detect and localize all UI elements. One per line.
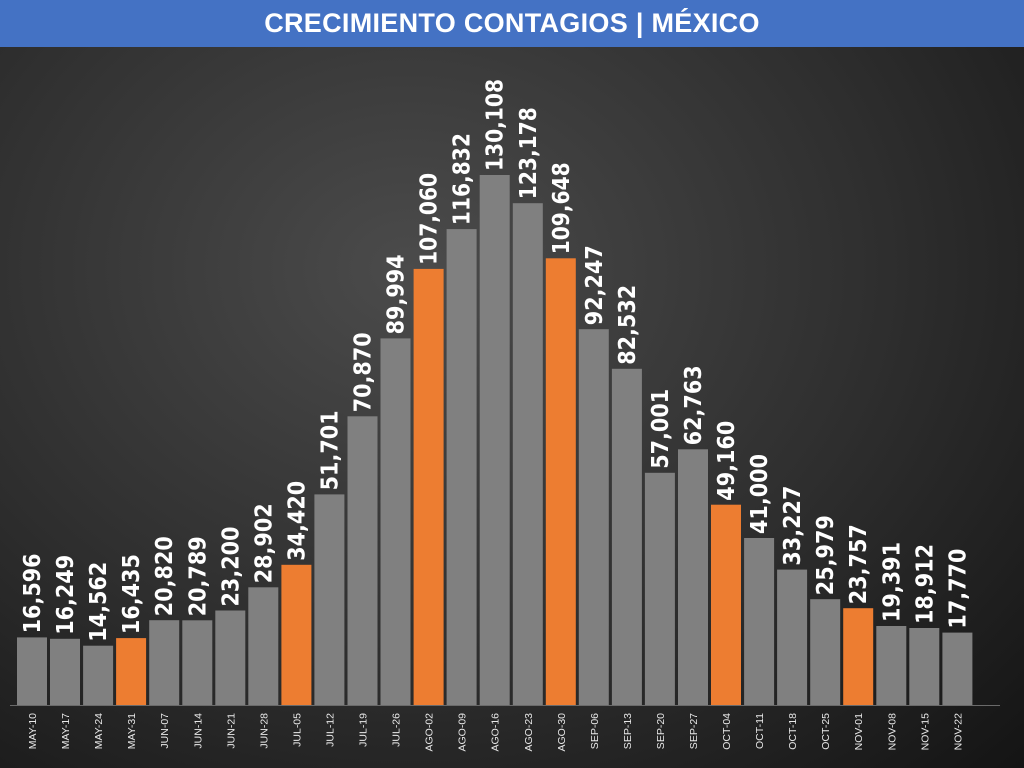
x-tick-sep-20: SEP-20 xyxy=(655,713,667,749)
x-tick-jun-21: JUN-21 xyxy=(225,713,237,749)
bar-jul-12 xyxy=(314,494,345,705)
value-label-ago-09: 116,832 xyxy=(450,133,476,225)
x-tick-jul-19: JUL-19 xyxy=(358,713,370,747)
value-label-ago-23: 123,178 xyxy=(516,107,542,199)
x-tick-oct-25: OCT-25 xyxy=(820,713,832,750)
value-label-nov-08: 19,391 xyxy=(879,542,905,622)
x-tick-ago-30: AGO-30 xyxy=(556,713,568,752)
x-tick-nov-08: NOV-08 xyxy=(886,713,898,751)
value-label-jun-28: 28,902 xyxy=(251,503,277,583)
bar-ago-23 xyxy=(512,203,543,705)
bar-nov-22 xyxy=(942,632,973,705)
bar-may-24 xyxy=(83,645,114,705)
x-tick-nov-01: NOV-01 xyxy=(853,713,865,751)
bar-oct-11 xyxy=(744,538,775,705)
x-tick-oct-11: OCT-11 xyxy=(754,713,766,749)
bar-ago-09 xyxy=(446,229,477,705)
value-label-jun-07: 20,820 xyxy=(152,536,178,616)
value-label-jul-05: 34,420 xyxy=(284,481,310,561)
bar-oct-04 xyxy=(711,504,741,705)
value-label-may-17: 16,249 xyxy=(53,555,79,635)
x-tick-ago-16: AGO-16 xyxy=(490,713,502,752)
bar-may-17 xyxy=(50,638,80,705)
value-label-sep-06: 92,247 xyxy=(582,245,608,325)
bar-nov-01 xyxy=(843,608,874,705)
bar-ago-02 xyxy=(413,268,444,705)
value-label-sep-27: 62,763 xyxy=(681,365,707,445)
bar-sep-27 xyxy=(678,449,708,705)
bar-sep-06 xyxy=(578,329,609,705)
bar-jun-21 xyxy=(215,610,246,705)
value-label-jun-14: 20,789 xyxy=(185,536,211,616)
x-tick-nov-15: NOV-15 xyxy=(919,713,931,751)
value-label-nov-15: 18,912 xyxy=(912,544,938,624)
value-label-may-10: 16,596 xyxy=(20,553,46,633)
x-tick-sep-06: SEP-06 xyxy=(589,713,601,749)
bar-jul-05 xyxy=(281,564,312,705)
x-tick-oct-04: OCT-04 xyxy=(721,713,733,750)
value-label-jul-12: 51,701 xyxy=(317,410,343,490)
bar-jun-07 xyxy=(149,620,180,705)
bar-nov-08 xyxy=(876,626,907,705)
value-label-nov-22: 17,770 xyxy=(945,549,971,629)
bar-jul-26 xyxy=(380,338,411,705)
value-label-ago-16: 130,108 xyxy=(483,79,509,171)
bar-jun-28 xyxy=(248,587,279,705)
x-tick-may-31: MAY-31 xyxy=(126,713,138,749)
bar-may-31 xyxy=(116,638,147,705)
x-tick-jul-12: JUL-12 xyxy=(324,713,336,747)
x-tick-jul-05: JUL-05 xyxy=(291,713,303,747)
bar-jul-19 xyxy=(347,416,378,705)
x-tick-sep-13: SEP-13 xyxy=(622,713,634,749)
bar-ago-16 xyxy=(479,175,510,705)
bar-oct-18 xyxy=(777,569,808,705)
title-bar: CRECIMIENTO CONTAGIOS | MÉXICO xyxy=(0,0,1024,47)
x-tick-jun-28: JUN-28 xyxy=(258,713,270,749)
x-tick-oct-18: OCT-18 xyxy=(787,713,799,750)
value-label-sep-13: 82,532 xyxy=(615,285,641,365)
x-tick-jul-26: JUL-26 xyxy=(391,713,403,747)
value-label-oct-04: 49,160 xyxy=(714,421,740,501)
x-tick-may-17: MAY-17 xyxy=(60,713,72,749)
bar-sep-13 xyxy=(611,368,642,705)
x-tick-jun-14: JUN-14 xyxy=(192,713,204,749)
x-tick-ago-09: AGO-09 xyxy=(457,713,469,752)
value-label-ago-30: 109,648 xyxy=(549,162,575,254)
bars-group xyxy=(17,175,973,705)
bar-may-10 xyxy=(17,637,47,705)
value-label-jul-19: 70,870 xyxy=(351,332,377,412)
value-label-sep-20: 57,001 xyxy=(648,389,674,469)
x-tick-jun-07: JUN-07 xyxy=(159,713,171,749)
value-label-ago-02: 107,060 xyxy=(417,173,443,265)
value-label-oct-11: 41,000 xyxy=(747,454,773,534)
value-label-nov-01: 23,757 xyxy=(846,524,872,604)
bar-ago-30 xyxy=(545,258,576,705)
bar-oct-25 xyxy=(810,599,841,705)
x-tick-sep-27: SEP-27 xyxy=(688,713,700,749)
value-label-may-24: 14,562 xyxy=(86,562,112,642)
x-tick-ago-23: AGO-23 xyxy=(523,713,535,752)
x-tick-nov-22: NOV-22 xyxy=(952,713,964,751)
value-label-oct-25: 25,979 xyxy=(813,515,839,595)
value-label-oct-18: 33,227 xyxy=(780,486,806,566)
x-tick-labels-group: MAY-10 MAY-17 MAY-24 MAY-31 JUN-07 JUN-14 JUN-… xyxy=(27,713,964,752)
x-tick-ago-02: AGO-02 xyxy=(424,713,436,752)
bar-jun-14 xyxy=(182,620,213,705)
x-tick-may-10: MAY-10 xyxy=(27,713,39,749)
value-label-may-31: 16,435 xyxy=(119,554,145,634)
x-tick-may-24: MAY-24 xyxy=(93,713,105,749)
value-labels-group: 16,596 16,249 14,562 16,435 20,820 20,789 23,2… xyxy=(20,79,971,642)
bar-sep-20 xyxy=(644,472,675,705)
value-label-jul-26: 89,994 xyxy=(384,254,410,334)
chart-title: CRECIMIENTO CONTAGIOS | MÉXICO xyxy=(264,8,760,38)
value-label-jun-21: 23,200 xyxy=(218,527,244,607)
bar-nov-15 xyxy=(909,628,940,705)
